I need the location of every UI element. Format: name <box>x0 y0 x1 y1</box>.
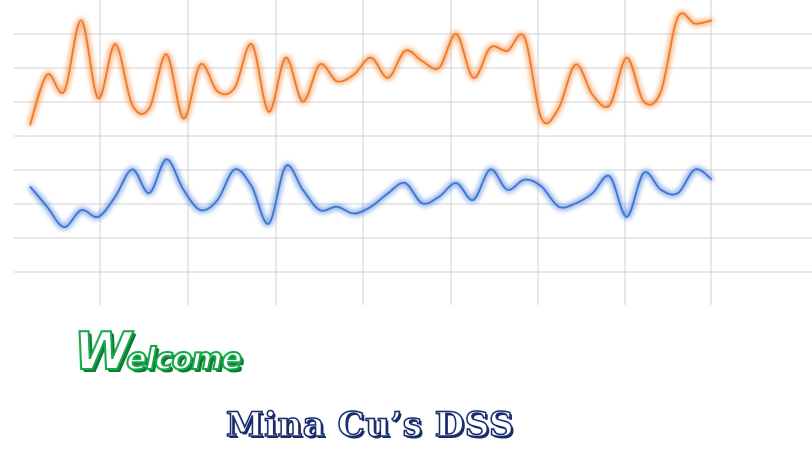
decorative-line-chart <box>14 0 812 305</box>
app-subtitle: Mina Cu’s DSS <box>225 405 515 445</box>
welcome-initial: W <box>73 322 132 382</box>
chart-grid <box>14 0 812 305</box>
chart-series-group <box>29 12 713 228</box>
welcome-heading: Welcome <box>73 325 243 379</box>
orange-series-line <box>29 12 713 126</box>
blue-series-line <box>29 158 713 228</box>
welcome-text: elcome <box>125 342 243 377</box>
